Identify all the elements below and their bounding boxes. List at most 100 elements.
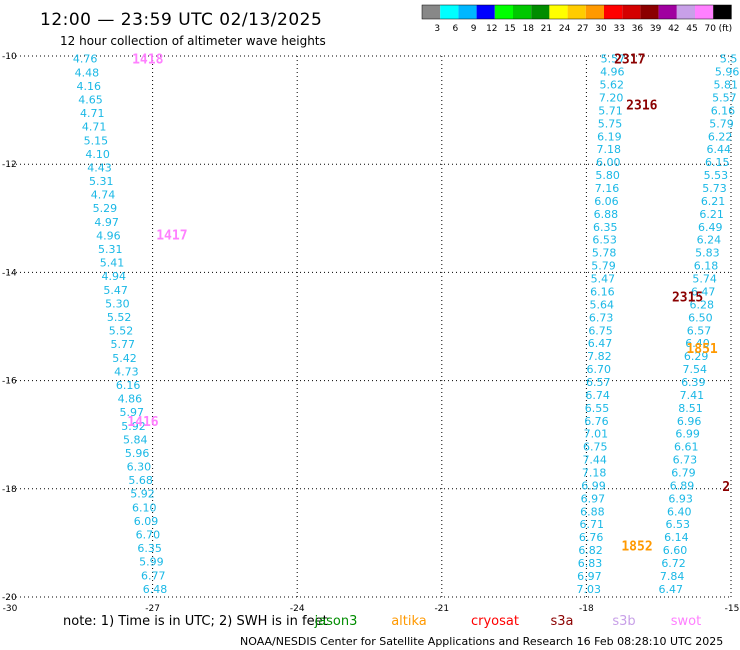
legend-label: 36 [632,24,644,34]
swh-value: 4.76 [73,53,98,66]
swh-value: 7.44 [582,454,607,467]
x-tick-label: -27 [145,604,160,614]
legend-label: 45 [686,24,697,34]
swh-value: 5.92 [121,420,146,433]
legend-swatch [585,5,604,19]
x-tick-label: -24 [290,604,305,614]
swh-value: 4.74 [91,189,116,202]
y-tick-label: -20 [2,593,17,603]
swh-value: 5.64 [589,298,614,311]
swh-value: 6.24 [697,234,722,247]
legend-swatch [458,5,477,19]
swh-value: 6.09 [134,515,159,528]
legend-swatch [604,5,623,19]
y-tick-label: -18 [2,485,17,495]
swh-value: 5.53 [704,169,729,182]
swh-value: 6.40 [685,337,710,350]
satellite-label: altika [391,614,427,629]
swh-value: 5.15 [84,134,109,147]
swh-value: 4.96 [600,66,625,79]
grid-lines [8,55,732,598]
swh-value: 5.68 [128,474,153,487]
swh-value: 6.97 [577,570,602,583]
swh-value: 6.99 [675,428,700,441]
note-text: note: 1) Time is in UTC; 2) SWH is in fe… [63,614,328,629]
swh-value: 6.55 [585,402,610,415]
axis-ticks: -30 -27 -24 -21 -18 -15 -10 -12 -14 -16 -18 -20 [2,52,739,614]
legend-swatch [440,5,459,19]
legend-label: 33 [613,24,624,34]
swh-value: 7.18 [597,143,622,156]
y-tick-label: -14 [2,268,17,278]
swh-value: 5.99 [139,556,164,569]
swh-value: 6.83 [578,557,603,570]
swh-value: 5.74 [692,273,717,286]
swh-value: 6.73 [589,311,614,324]
color-legend: 3 6 9 12 15 18 21 24 27 30 33 36 39 42 45 70 (ft) [421,4,732,34]
swh-value: 5.57 [601,53,626,66]
legend-swatch [658,5,677,19]
swh-value: 4.73 [114,365,139,378]
swh-value: 4.16 [76,80,101,93]
swh-value: 5.57 [712,91,737,104]
y-tick-label: -16 [2,377,17,387]
swh-value: 5.41 [100,257,125,270]
swh-value: 6.47 [659,583,684,596]
swh-value: 6.57 [586,376,611,389]
footer-credit: NOAA/NESDIS Center for Satellite Applica… [240,635,723,648]
swh-value: 6.73 [673,454,698,467]
swh-value: 5.92 [130,488,155,501]
pass-label: 1416 [127,415,158,430]
swh-value: 4.71 [80,107,105,120]
swh-value: 5.29 [93,202,118,215]
swh-value: 6.47 [691,285,716,298]
x-tick-label: -18 [579,604,594,614]
swh-value: 6.71 [579,518,604,531]
swh-value: 5.80 [595,169,620,182]
satellite-legend: jason3 altika cryosat s3a s3b swot [314,614,702,629]
legend-swatch [549,5,568,19]
swh-value: 4.48 [75,66,100,79]
legend-label: 39 [650,24,662,34]
swh-value: 5.31 [98,243,123,256]
legend-label: 18 [522,24,534,34]
swh-value: 8.51 [678,402,703,415]
swh-value: 7.03 [577,583,602,596]
y-tick-label: -12 [2,160,17,170]
swh-value: 4.94 [102,270,127,283]
swh-value: 7.20 [599,91,624,104]
legend-label: 70 [704,24,716,34]
swh-value: 6.18 [694,260,719,273]
swh-value: 6.29 [684,350,709,363]
swh-value: 7.82 [587,350,612,363]
swh-value: 6.72 [661,557,686,570]
pass-label: 1852 [621,540,652,555]
legend-swatch [513,5,532,19]
swh-value: 4.65 [78,93,103,106]
swh-value: 6.88 [580,505,605,518]
swh-value: 5.79 [591,260,616,273]
swh-value: 6.99 [581,479,606,492]
legend-swatch [476,5,495,19]
swh-value: 5.30 [105,297,130,310]
swh-value: 5.84 [123,433,148,446]
swh-value: 5.62 [599,79,624,92]
swh-value: 6.35 [593,221,618,234]
swh-tracks: 4.764.484.164.654.714.715.154.104.435.31… [73,53,740,596]
swh-value: 6.35 [137,542,162,555]
swh-value: 4.43 [87,161,112,174]
chart-subtitle: 12 hour collection of altimeter wave hei… [60,34,326,48]
swh-value: 4.97 [94,216,119,229]
legend-label: 42 [668,24,679,34]
swh-value: 6.21 [701,195,726,208]
swh-value: 4.86 [118,393,143,406]
pass-label: 2315 [672,291,703,306]
swh-value: 5.73 [702,182,727,195]
swh-value: 5.52 [109,325,134,338]
swh-value: 6.40 [667,505,692,518]
legend-label: 21 [541,24,552,34]
swh-value: 7.16 [595,182,620,195]
pass-label: 2316 [626,99,657,114]
swh-value: 6.75 [583,441,608,454]
swh-value: 6.16 [116,379,141,392]
